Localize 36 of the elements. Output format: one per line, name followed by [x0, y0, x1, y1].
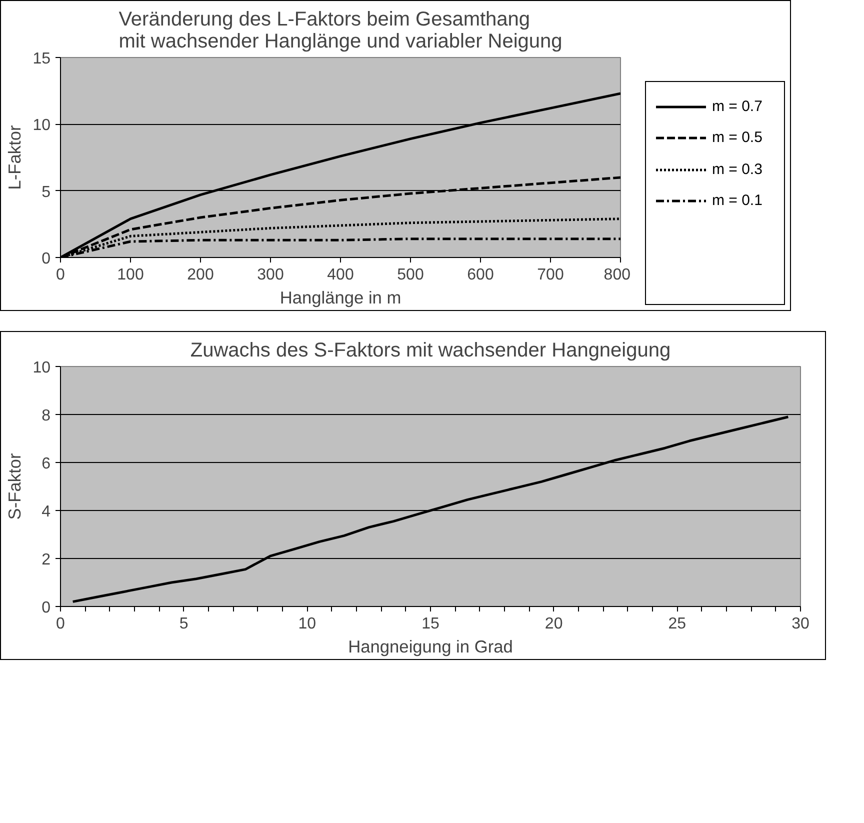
chart-title: Zuwachs des S-Faktors mit wachsender Hangneigung: [190, 340, 671, 362]
x-tick-label: 5: [179, 616, 188, 632]
y-tick-label: 15: [32, 50, 51, 68]
y-tick-label: 5: [42, 184, 51, 201]
x-axis-title: Hangneigung in Grad: [348, 636, 513, 656]
x-tick-label: 0: [56, 266, 66, 284]
x-tick-label: 600: [467, 266, 494, 284]
x-tick-label: 500: [397, 266, 424, 284]
x-axis-title: Hanglänge in m: [280, 288, 402, 308]
x-tick-label: 400: [327, 266, 354, 284]
y-tick-label: 10: [32, 360, 51, 376]
y-axis-title: S-Faktor: [4, 453, 25, 520]
x-tick-label: 20: [544, 616, 563, 632]
y-tick-label: 8: [42, 408, 51, 424]
y-tick-label: 4: [42, 504, 51, 520]
x-tick-label: 30: [792, 616, 810, 632]
y-axis-title: L-Faktor: [4, 125, 25, 190]
chart-title: Veränderung des L-Faktors beim Gesamthang mit wachsender Hanglänge und variabler Neigung: [118, 8, 562, 52]
x-tick-label: 10: [298, 616, 316, 632]
y-tick-label: 2: [42, 552, 51, 568]
y-tick-label: 0: [42, 250, 51, 268]
y-tick-label: 10: [32, 117, 51, 134]
y-tick-label: 6: [42, 456, 51, 472]
legend-label: m = 0.5: [712, 128, 762, 148]
x-tick-label: 0: [56, 616, 66, 632]
legend-label: m = 0.1: [712, 191, 762, 212]
x-tick-label: 800: [604, 266, 631, 284]
legend-label: m = 0.3: [712, 160, 762, 180]
legend-label: m = 0.7: [712, 97, 762, 117]
x-tick-label: 200: [187, 266, 214, 284]
x-tick-label: 700: [537, 266, 564, 284]
x-tick-label: 100: [117, 266, 144, 284]
x-tick-label: 300: [257, 266, 284, 284]
y-tick-label: 0: [42, 600, 51, 616]
x-tick-label: 25: [668, 616, 686, 632]
x-tick-label: 15: [422, 616, 440, 632]
